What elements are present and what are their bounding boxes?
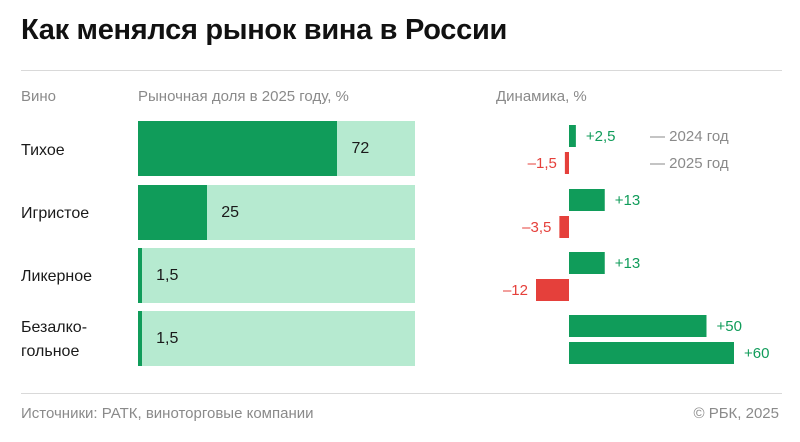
dynamics-2025-bar [536,279,569,301]
source-note: Источники: РАТК, виноторговые компании [21,405,314,422]
chart-title: Как менялся рынок вина в России [21,14,508,46]
share-bar-fill [138,248,143,303]
dynamics-2024-bar [569,189,605,211]
share-bar-track: 25 [138,185,415,240]
share-bar-track: 1,5 [138,311,415,366]
dynamics-2025-bar [559,216,569,238]
copyright: © РБК, 2025 [693,405,779,422]
dynamics-2025-label: –12 [503,282,528,299]
dynamics-2024-label: +50 [717,318,742,335]
dynamics-2025-label: –3,5 [522,219,551,236]
share-value-label: 1,5 [156,267,179,284]
dynamics-2024-label: +13 [615,192,640,209]
header-dynamics: Динамика, % [496,88,587,105]
dynamics-2024-bar [569,125,576,147]
row-label-liqueur: Ликерное [21,265,92,289]
row-label-line: Игристое [21,205,90,222]
dynamics-2024-bar [569,252,605,274]
legend-2024: — 2024 год [650,128,729,145]
row-label-sparkling: Игристое [21,202,89,226]
header-share: Рыночная доля в 2025 году, % [138,88,349,105]
share-bar-fill [138,121,338,176]
share-value-label: 1,5 [156,330,179,347]
top-divider [21,70,782,71]
share-bar-track: 72 [138,121,415,176]
row-label-line: Ликерное [21,268,93,285]
row-label-line: Тихое [21,142,65,159]
share-value-label: 25 [221,204,240,221]
share-bar-fill [138,185,208,240]
dynamics-2025-label: –1,5 [528,155,557,172]
row-label-line: гольное [21,343,80,360]
dynamics-2025-label: +60 [744,345,769,362]
dynamics-2025-bar [564,152,569,174]
row-label-nonalcoholic: Безалко- гольное [21,316,87,364]
row-label-still: Тихое [21,139,65,163]
row-label-line: Безалко- [21,319,88,336]
header-category: Вино [21,88,57,105]
dynamics-2024-label: +13 [615,255,640,272]
share-bar-track: 1,5 [138,248,415,303]
legend-2025: — 2025 год [650,155,729,172]
share-value-label: 72 [351,140,370,157]
dynamics-2025-bar [569,342,734,364]
dynamics-2024-bar [569,315,707,337]
dynamics-2024-label: +2,5 [586,128,616,145]
share-bar-fill [138,311,143,366]
bottom-divider [21,393,782,394]
